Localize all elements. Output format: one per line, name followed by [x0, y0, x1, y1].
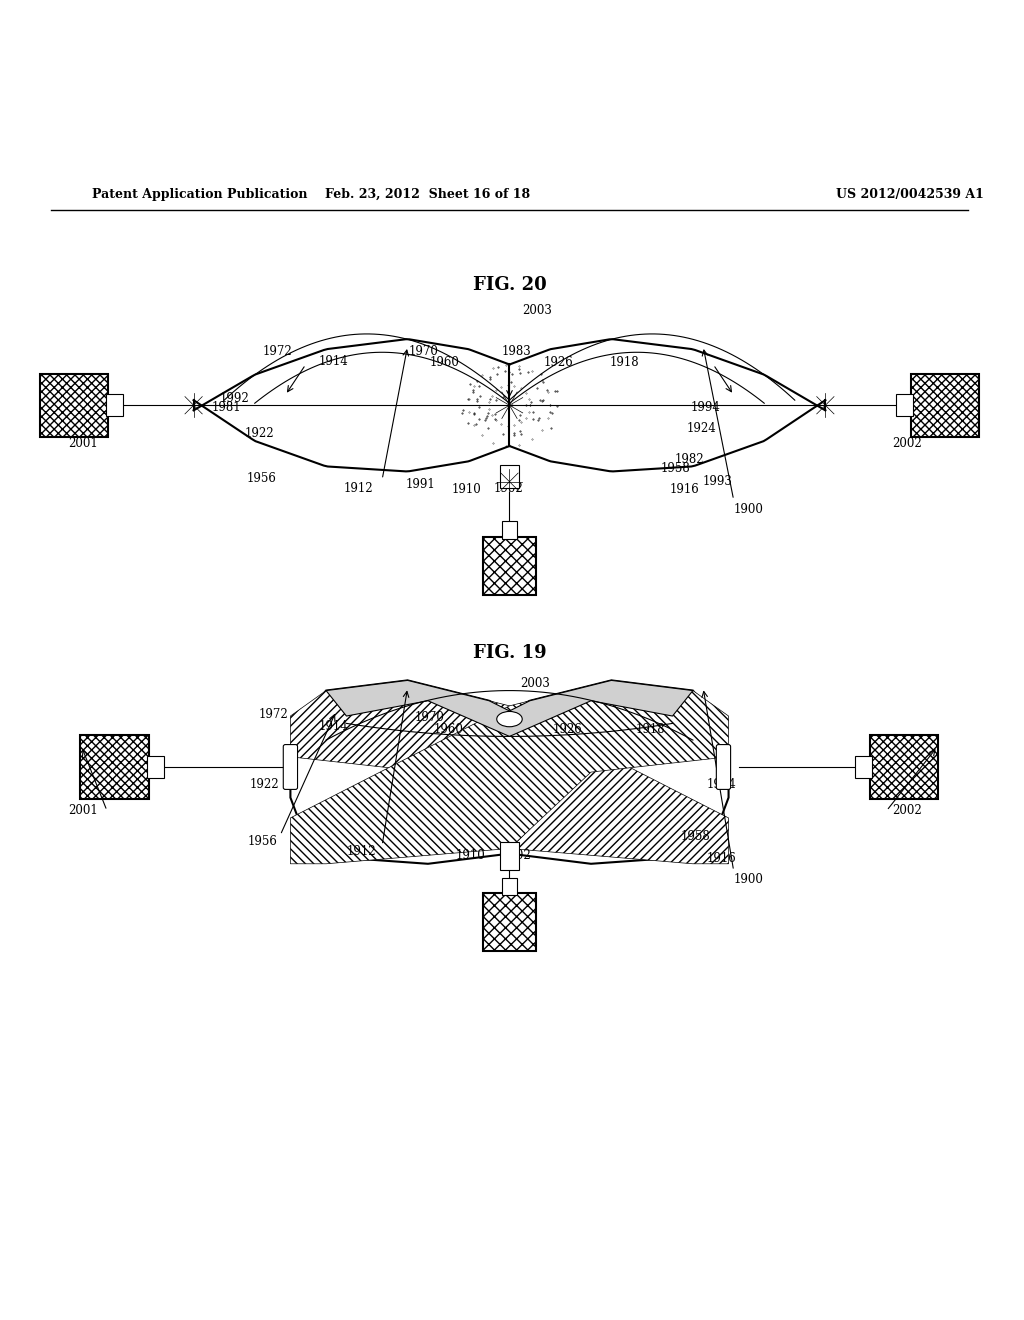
- Ellipse shape: [497, 711, 522, 727]
- Text: 2002: 2002: [892, 437, 922, 450]
- Text: 1900: 1900: [734, 503, 764, 516]
- Text: 1981: 1981: [211, 401, 241, 413]
- FancyBboxPatch shape: [896, 395, 913, 417]
- Text: 1900: 1900: [734, 873, 764, 886]
- Text: 1902: 1902: [494, 482, 523, 495]
- Text: 1956: 1956: [247, 473, 276, 486]
- FancyBboxPatch shape: [284, 744, 298, 789]
- Polygon shape: [326, 680, 693, 737]
- Text: 2001: 2001: [69, 437, 98, 450]
- Text: 1916: 1916: [670, 483, 699, 496]
- Polygon shape: [291, 685, 728, 863]
- Text: 1914: 1914: [318, 355, 348, 368]
- Text: FIG. 19: FIG. 19: [473, 644, 546, 661]
- Text: 2002: 2002: [892, 804, 922, 817]
- FancyBboxPatch shape: [501, 842, 519, 870]
- Text: 1958: 1958: [660, 462, 690, 475]
- Text: 1924: 1924: [686, 422, 716, 436]
- Text: 1992: 1992: [219, 392, 249, 405]
- Text: 1972: 1972: [258, 708, 288, 721]
- FancyBboxPatch shape: [855, 756, 872, 779]
- Text: 1922: 1922: [250, 777, 280, 791]
- Text: 1922: 1922: [245, 428, 274, 441]
- Text: 1926: 1926: [553, 723, 583, 735]
- Text: 1958: 1958: [681, 830, 711, 842]
- Text: 2001: 2001: [69, 804, 98, 817]
- Text: 1970: 1970: [409, 345, 439, 358]
- Text: 1918: 1918: [635, 723, 665, 735]
- Text: 1991: 1991: [406, 478, 435, 491]
- Text: 1960: 1960: [433, 723, 463, 735]
- Text: 1916: 1916: [707, 853, 736, 865]
- Text: 1982: 1982: [675, 453, 705, 466]
- Text: Feb. 23, 2012  Sheet 16 of 18: Feb. 23, 2012 Sheet 16 of 18: [326, 187, 530, 201]
- FancyBboxPatch shape: [870, 735, 938, 799]
- Text: 1910: 1910: [452, 483, 481, 496]
- Text: 1918: 1918: [610, 356, 639, 370]
- Text: 2003: 2003: [522, 304, 552, 317]
- Text: 1926: 1926: [544, 356, 573, 370]
- Text: 1972: 1972: [262, 345, 292, 358]
- Text: 1994: 1994: [690, 401, 720, 413]
- Text: 1970: 1970: [415, 710, 445, 723]
- Text: 1912: 1912: [347, 845, 377, 858]
- Text: FIG. 20: FIG. 20: [473, 276, 547, 294]
- Text: 1902: 1902: [502, 849, 531, 862]
- Text: 1910: 1910: [456, 849, 485, 862]
- FancyBboxPatch shape: [503, 521, 517, 539]
- Text: 1924: 1924: [707, 777, 736, 791]
- Polygon shape: [291, 685, 728, 863]
- Text: US 2012/0042539 A1: US 2012/0042539 A1: [836, 187, 983, 201]
- FancyBboxPatch shape: [483, 894, 536, 952]
- Text: 1993: 1993: [702, 475, 732, 488]
- FancyBboxPatch shape: [105, 395, 123, 417]
- Text: 1912: 1912: [344, 482, 374, 495]
- FancyBboxPatch shape: [40, 374, 108, 437]
- FancyBboxPatch shape: [146, 756, 164, 779]
- Text: 1960: 1960: [429, 356, 459, 370]
- Text: 1983: 1983: [502, 345, 531, 358]
- Text: 1956: 1956: [248, 834, 278, 847]
- FancyBboxPatch shape: [911, 374, 979, 437]
- Text: 2003: 2003: [520, 677, 550, 690]
- FancyBboxPatch shape: [501, 466, 519, 488]
- FancyBboxPatch shape: [81, 735, 148, 799]
- FancyBboxPatch shape: [717, 744, 730, 789]
- Text: Patent Application Publication: Patent Application Publication: [92, 187, 307, 201]
- FancyBboxPatch shape: [483, 537, 536, 595]
- Text: 1914: 1914: [318, 719, 348, 733]
- Polygon shape: [291, 680, 728, 863]
- FancyBboxPatch shape: [503, 878, 517, 895]
